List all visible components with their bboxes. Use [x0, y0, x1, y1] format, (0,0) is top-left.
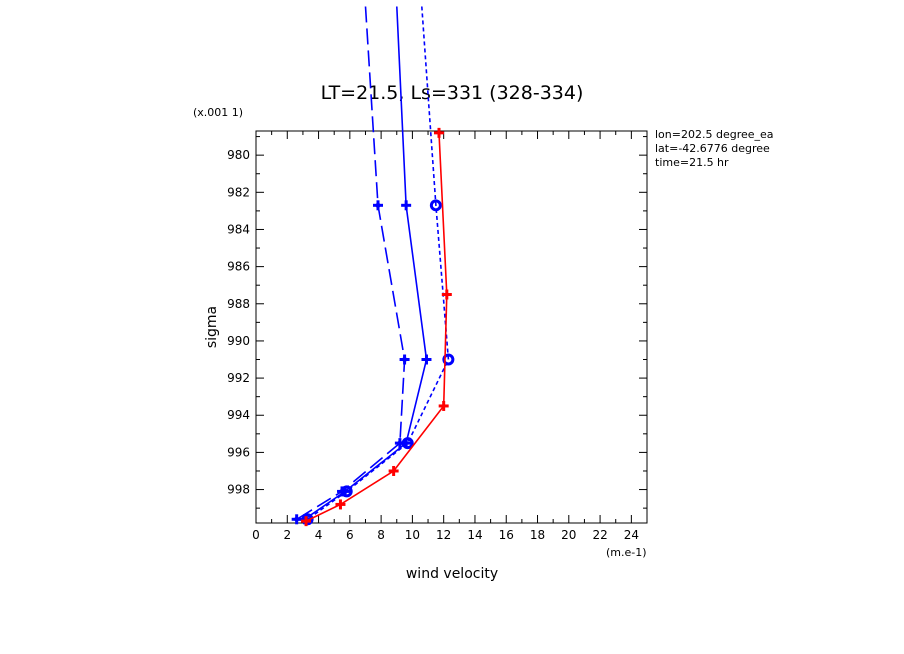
- x-tick-label-0: 0: [252, 528, 260, 542]
- info-lat: lat=-42.6776 degree: [655, 142, 770, 155]
- data-point-red-solid-0: [433, 127, 444, 138]
- y-tick-label-982: 982: [227, 185, 250, 199]
- series-line-red-solid: [305, 132, 448, 522]
- x-tick-label-22: 22: [592, 528, 607, 542]
- x-tick-label-6: 6: [346, 528, 354, 542]
- y-scale-note: (x.001 1): [193, 106, 243, 119]
- series-line-blue-long-dash: [296, 6, 406, 520]
- y-tick-label-992: 992: [227, 371, 250, 385]
- x-tick-label-10: 10: [405, 528, 420, 542]
- x-tick-label-16: 16: [499, 528, 514, 542]
- data-point-blue-short-dash-2: [442, 353, 455, 366]
- x-tick-label-4: 4: [315, 528, 323, 542]
- y-tick-label-986: 986: [227, 260, 250, 274]
- y-tick-label-980: 980: [227, 148, 250, 162]
- x-unit-label: (m.e-1): [606, 546, 647, 559]
- data-point-blue-short-dash-1: [429, 199, 442, 212]
- chart-title: LT=21.5, Ls=331 (328-334): [321, 82, 584, 104]
- x-tick-label-14: 14: [467, 528, 482, 542]
- x-tick-label-20: 20: [561, 528, 576, 542]
- data-point-blue-short-dash-3: [401, 437, 414, 450]
- data-point-blue-long-dash-2: [399, 354, 410, 365]
- x-tick-label-18: 18: [530, 528, 545, 542]
- data-point-red-solid-1: [441, 289, 452, 300]
- x-tick-label-2: 2: [283, 528, 291, 542]
- data-point-blue-solid-2: [421, 354, 432, 365]
- series-line-blue-solid: [304, 6, 428, 520]
- data-point-red-solid-3: [388, 465, 399, 476]
- data-point-red-solid-5: [301, 516, 312, 527]
- data-point-blue-long-dash-1: [372, 200, 383, 211]
- data-point-blue-short-dash-4: [340, 485, 353, 498]
- data-point-blue-solid-1: [401, 200, 412, 211]
- y-tick-label-990: 990: [227, 334, 250, 348]
- x-tick-label-12: 12: [436, 528, 451, 542]
- info-lon: lon=202.5 degree_ea: [655, 128, 774, 141]
- x-axis-label: wind velocity: [406, 566, 498, 582]
- info-time: time=21.5 hr: [655, 156, 729, 169]
- series-layer: [291, 6, 455, 527]
- y-axis-label: sigma: [204, 306, 220, 348]
- y-tick-label-988: 988: [227, 297, 250, 311]
- y-tick-label-998: 998: [227, 483, 250, 497]
- data-point-red-solid-2: [438, 400, 449, 411]
- y-tick-label-984: 984: [227, 222, 250, 236]
- data-point-blue-short-dash-5: [301, 513, 314, 526]
- x-tick-label-8: 8: [377, 528, 385, 542]
- series-line-blue-short-dash: [307, 6, 450, 520]
- data-point-red-solid-4: [335, 499, 346, 510]
- axis-ticks: 0 2 4 6 8 10 12 14 16 18 20 22 249809829849869889909…: [227, 131, 647, 542]
- plot-frame: [255, 130, 648, 524]
- x-tick-label-24: 24: [624, 528, 639, 542]
- y-tick-label-994: 994: [227, 408, 250, 422]
- y-tick-label-996: 996: [227, 445, 250, 459]
